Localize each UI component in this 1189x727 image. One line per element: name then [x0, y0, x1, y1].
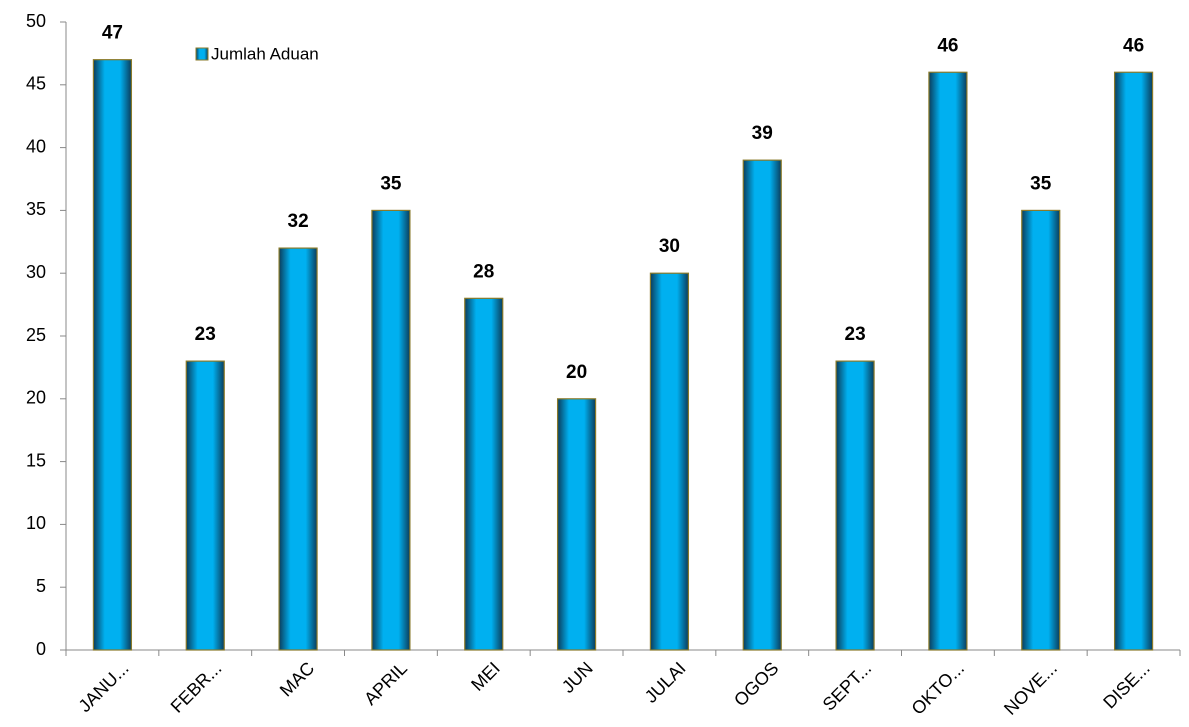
value-label: 46 [937, 35, 958, 56]
value-label: 30 [659, 236, 680, 257]
value-label: 35 [1030, 173, 1052, 194]
x-tick-label: JANU... [75, 658, 133, 716]
y-tick-label: 30 [26, 262, 46, 282]
bar [185, 360, 225, 651]
bar [92, 59, 133, 651]
value-label: 23 [845, 324, 866, 345]
value-label: 39 [752, 123, 773, 144]
x-tick-label: MEI [467, 658, 504, 695]
y-tick-label: 25 [26, 325, 46, 345]
bar [835, 360, 875, 651]
x-tick-label: MAC [276, 658, 318, 700]
value-label: 32 [288, 211, 309, 232]
y-tick-label: 40 [26, 136, 46, 156]
legend-swatch [195, 47, 209, 61]
y-tick-label: 50 [26, 11, 46, 31]
value-label: 28 [473, 261, 494, 282]
y-tick-label: 20 [26, 388, 46, 408]
value-label: 20 [566, 362, 587, 383]
x-tick-label: OGOS [730, 658, 782, 710]
y-tick-label: 10 [26, 513, 46, 533]
x-tick-label: OKTO... [908, 658, 969, 719]
value-label: 47 [102, 23, 123, 44]
bar [556, 398, 597, 651]
value-label: 46 [1123, 35, 1144, 56]
value-label: 23 [195, 324, 216, 345]
legend-label: Jumlah Aduan [211, 44, 319, 63]
x-tick-label: JUN [558, 658, 597, 697]
x-tick-label: APRIL [360, 658, 411, 709]
bar [649, 272, 690, 651]
bar [928, 71, 968, 651]
x-tick-label: FEBR... [167, 658, 226, 717]
y-tick-label: 5 [36, 576, 46, 596]
bar [371, 209, 411, 651]
value-label: 35 [380, 173, 402, 194]
y-tick-label: 15 [26, 450, 46, 470]
bar [464, 297, 504, 651]
bar [1113, 71, 1154, 651]
x-tick-label: SEPT... [819, 658, 876, 715]
x-tick-label: JULAI [641, 658, 690, 707]
bar [278, 247, 318, 651]
bar [1021, 209, 1061, 651]
y-tick-label: 45 [26, 74, 46, 94]
y-tick-label: 35 [26, 199, 46, 219]
x-tick-label: DISE... [1099, 658, 1153, 712]
y-tick-label: 0 [36, 639, 46, 659]
bar [742, 159, 782, 651]
x-tick-label: NOVE... [1000, 658, 1061, 719]
